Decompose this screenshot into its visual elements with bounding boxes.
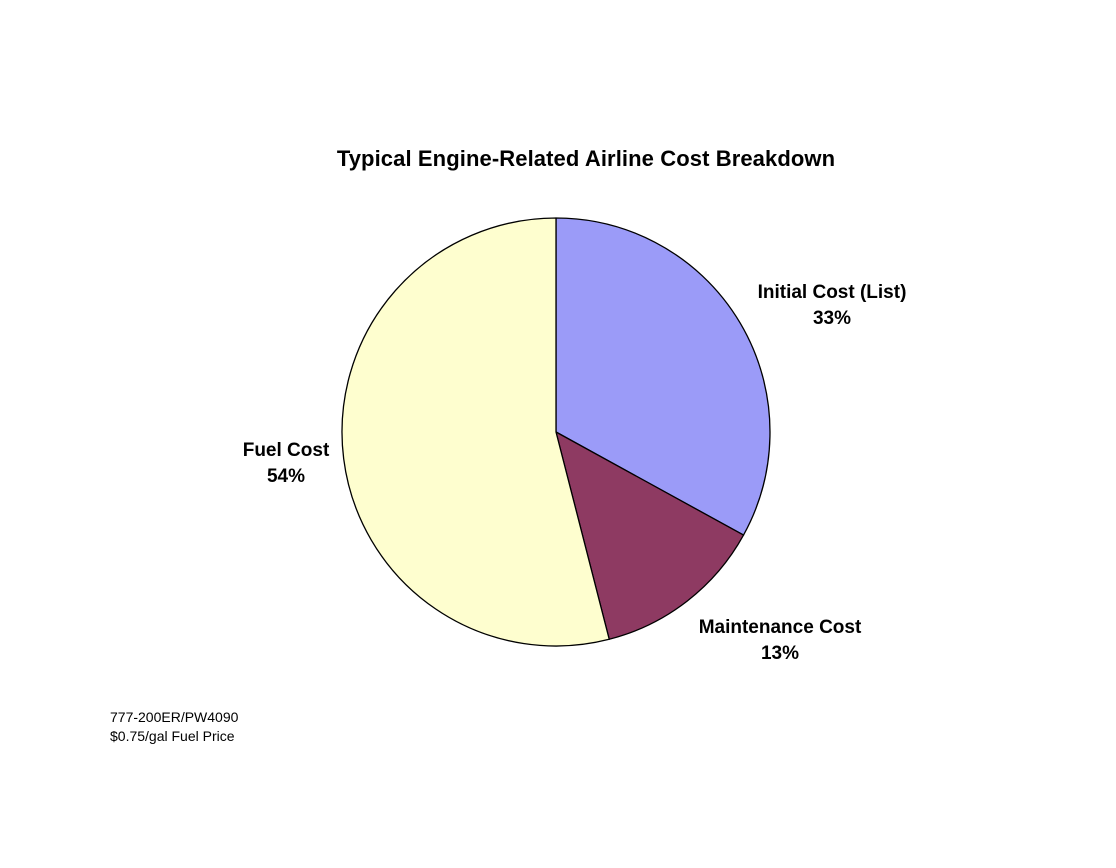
chart-footnote: 777-200ER/PW4090 $0.75/gal Fuel Price <box>110 708 238 746</box>
slice-label-initial-cost: Initial Cost (List) 33% <box>750 280 914 332</box>
slice-initial-cost <box>555 217 771 536</box>
slice-percent-initial-cost: 33% <box>812 308 852 329</box>
slice-percent-maintenance-cost: 13% <box>760 643 800 664</box>
slice-percent-fuel-cost: 54% <box>266 466 306 487</box>
slice-maintenance-cost <box>555 431 745 640</box>
slice-label-maintenance-cost: Maintenance Cost 13% <box>690 615 870 667</box>
slice-fuel-cost <box>341 217 610 647</box>
footnote-aircraft: 777-200ER/PW4090 <box>110 709 239 725</box>
chart-title: Typical Engine-Related Airline Cost Brea… <box>336 146 836 171</box>
footnote-fuel-price: $0.75/gal Fuel Price <box>110 728 235 744</box>
slice-label-fuel-cost: Fuel Cost 54% <box>236 438 336 490</box>
slice-name-maintenance-cost: Maintenance Cost <box>698 617 862 638</box>
slice-name-fuel-cost: Fuel Cost <box>242 440 330 461</box>
slice-name-initial-cost: Initial Cost (List) <box>757 282 907 303</box>
